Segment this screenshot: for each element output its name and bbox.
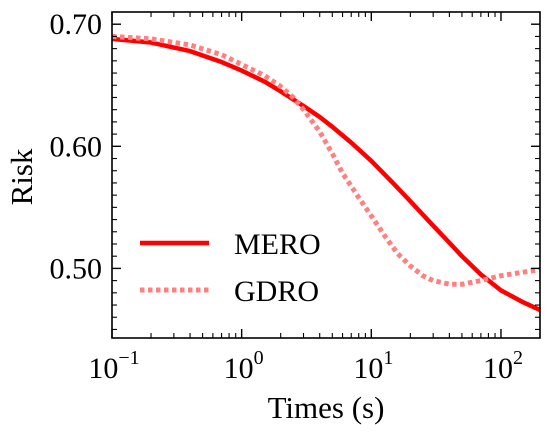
x-axis-label: Times (s) (268, 390, 385, 425)
y-axis-label: Risk (4, 148, 39, 205)
y-tick-label: 0.60 (50, 130, 103, 163)
series-line-mero (111, 36, 541, 312)
legend: MERO GDRO (140, 228, 321, 308)
series-line-gdro (111, 33, 541, 287)
legend-label-gdro: GDRO (234, 275, 319, 308)
x-tick-label: 101 (353, 347, 393, 385)
x-tick-label: 10−1 (88, 347, 139, 385)
axis-ticks (111, 12, 541, 338)
series-curves (111, 33, 541, 312)
y-tick-label: 0.50 (50, 252, 103, 285)
plot-frame (111, 11, 541, 339)
axis-tick-labels: 0.50 0.60 0.70 10−1 100 101 102 (50, 8, 523, 385)
x-tick-label: 102 (483, 347, 523, 385)
x-tick-label: 100 (224, 347, 264, 385)
legend-label-mero: MERO (234, 228, 321, 261)
y-tick-label: 0.70 (50, 8, 103, 41)
